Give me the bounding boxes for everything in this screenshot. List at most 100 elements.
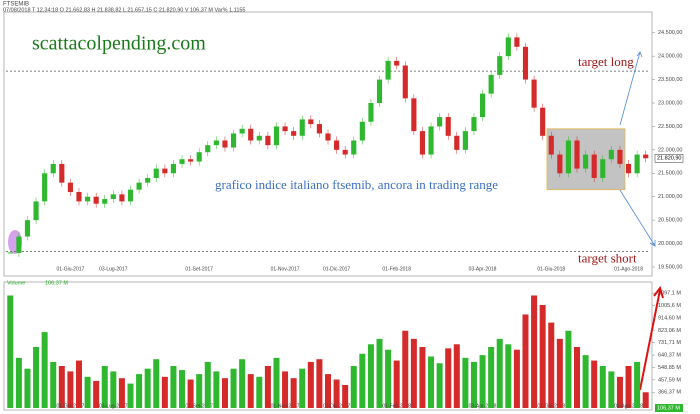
candle [291, 131, 297, 136]
volume-bar [428, 356, 435, 408]
volume-tick-label: 548,85 M [658, 365, 681, 371]
volume-bar [84, 376, 91, 408]
volume-bar [402, 330, 409, 408]
candle [67, 182, 73, 193]
candle [488, 74, 494, 94]
candle [531, 79, 537, 108]
volume-bar [136, 374, 143, 408]
volume-bar [333, 379, 340, 408]
candle [514, 37, 520, 47]
candle [557, 154, 563, 174]
volume-bar [273, 357, 280, 408]
volume-bar [15, 357, 22, 408]
candle [188, 159, 194, 162]
candle [316, 124, 322, 134]
volume-bar [282, 371, 289, 408]
volume-bar [367, 344, 374, 408]
candle [205, 145, 211, 153]
volume-bar [161, 376, 168, 408]
candle [462, 131, 468, 150]
candle [351, 140, 357, 155]
volume-tick-label: 1097,1 M [658, 291, 681, 297]
candle [419, 131, 426, 155]
target-label: target short [578, 250, 637, 265]
candle [454, 135, 460, 150]
target-label: target long [578, 54, 634, 69]
volume-bar [453, 344, 460, 408]
candle [359, 121, 365, 141]
x-tick-label: 01-Set-2017 [185, 266, 213, 272]
arrow-head [636, 51, 643, 58]
candle [76, 192, 82, 202]
candle [548, 135, 554, 155]
volume-title: Volume [7, 280, 25, 286]
candle [16, 236, 22, 253]
candle [213, 140, 219, 146]
volume-bar [479, 355, 486, 408]
y-tick-label: 22.500,00 [658, 124, 682, 130]
ohlc-header: 07/08/2018 T 12,34:18 O 21.662,83 H 21.8… [3, 7, 246, 13]
volume-bar [599, 365, 606, 408]
volume-last: 106,37 M [45, 280, 68, 286]
volume-bar [522, 314, 529, 408]
volume-bar [419, 347, 426, 408]
volume-tick-label: 366,37 M [658, 390, 681, 396]
volume-bar [221, 378, 228, 408]
x-tick-label: 01-Dic-2017 [323, 266, 350, 272]
candle [385, 60, 391, 80]
volume-bar [505, 344, 512, 408]
volume-bar [24, 368, 31, 408]
volume-bar [204, 361, 211, 408]
y-tick-label: 24.500,00 [658, 30, 682, 36]
y-tick-label: 23.500,00 [658, 77, 682, 83]
volume-bar [41, 332, 48, 408]
y-tick-label: 20.000,00 [658, 241, 682, 247]
y-tick-label: 24.000,00 [658, 54, 682, 60]
candle [196, 152, 202, 162]
y-tick-label: 23.000,00 [658, 100, 682, 106]
candle [402, 65, 408, 99]
y-tick-label: 19.500,00 [658, 264, 682, 270]
candle [522, 46, 529, 80]
volume-tick-label: 640,37 M [658, 353, 681, 359]
volume-bar [307, 361, 314, 408]
arrow-down [619, 189, 656, 247]
candle [540, 107, 546, 136]
candle [445, 117, 451, 136]
volume-bar [230, 368, 237, 408]
x-tick-label: 01-Giu-2018 [537, 266, 565, 272]
volume-x-tick-label: 01-Feb-2018 [382, 403, 411, 409]
volume-x-tick-label: 01-Dic-2017 [323, 403, 350, 409]
volume-bar [93, 380, 100, 408]
last-price-box [654, 153, 684, 163]
x-tick-label: 03-Apr-2018 [469, 266, 497, 272]
x-tick-label: 01-Ago-2018 [614, 266, 643, 272]
candle [643, 154, 649, 159]
candle [583, 154, 589, 169]
volume-bar [118, 378, 125, 408]
candle [33, 201, 39, 221]
volume-bar [290, 378, 297, 408]
volume-bar [67, 371, 74, 408]
y-tick-label: 21.500,00 [658, 171, 682, 177]
candle [282, 126, 288, 132]
candle [248, 128, 254, 141]
y-tick-label: 22.000,00 [658, 147, 682, 153]
y-tick-label: 20.500,00 [658, 218, 682, 224]
x-tick-label: 01-Nov-2017 [271, 266, 300, 272]
candle [591, 154, 597, 178]
y-tick-label: 21.000,00 [658, 194, 682, 200]
volume-bar [33, 347, 40, 408]
candle [634, 154, 640, 174]
volume-bar [642, 392, 649, 408]
volume-bar [7, 295, 14, 408]
candle [273, 126, 280, 146]
volume-bar [462, 357, 469, 408]
volume-last-axis: 106,37 M [657, 405, 680, 411]
candle [119, 194, 125, 202]
volume-bar [179, 370, 186, 408]
volume-bar [565, 330, 572, 408]
volume-bar [436, 363, 443, 408]
volume-bar [350, 365, 357, 408]
